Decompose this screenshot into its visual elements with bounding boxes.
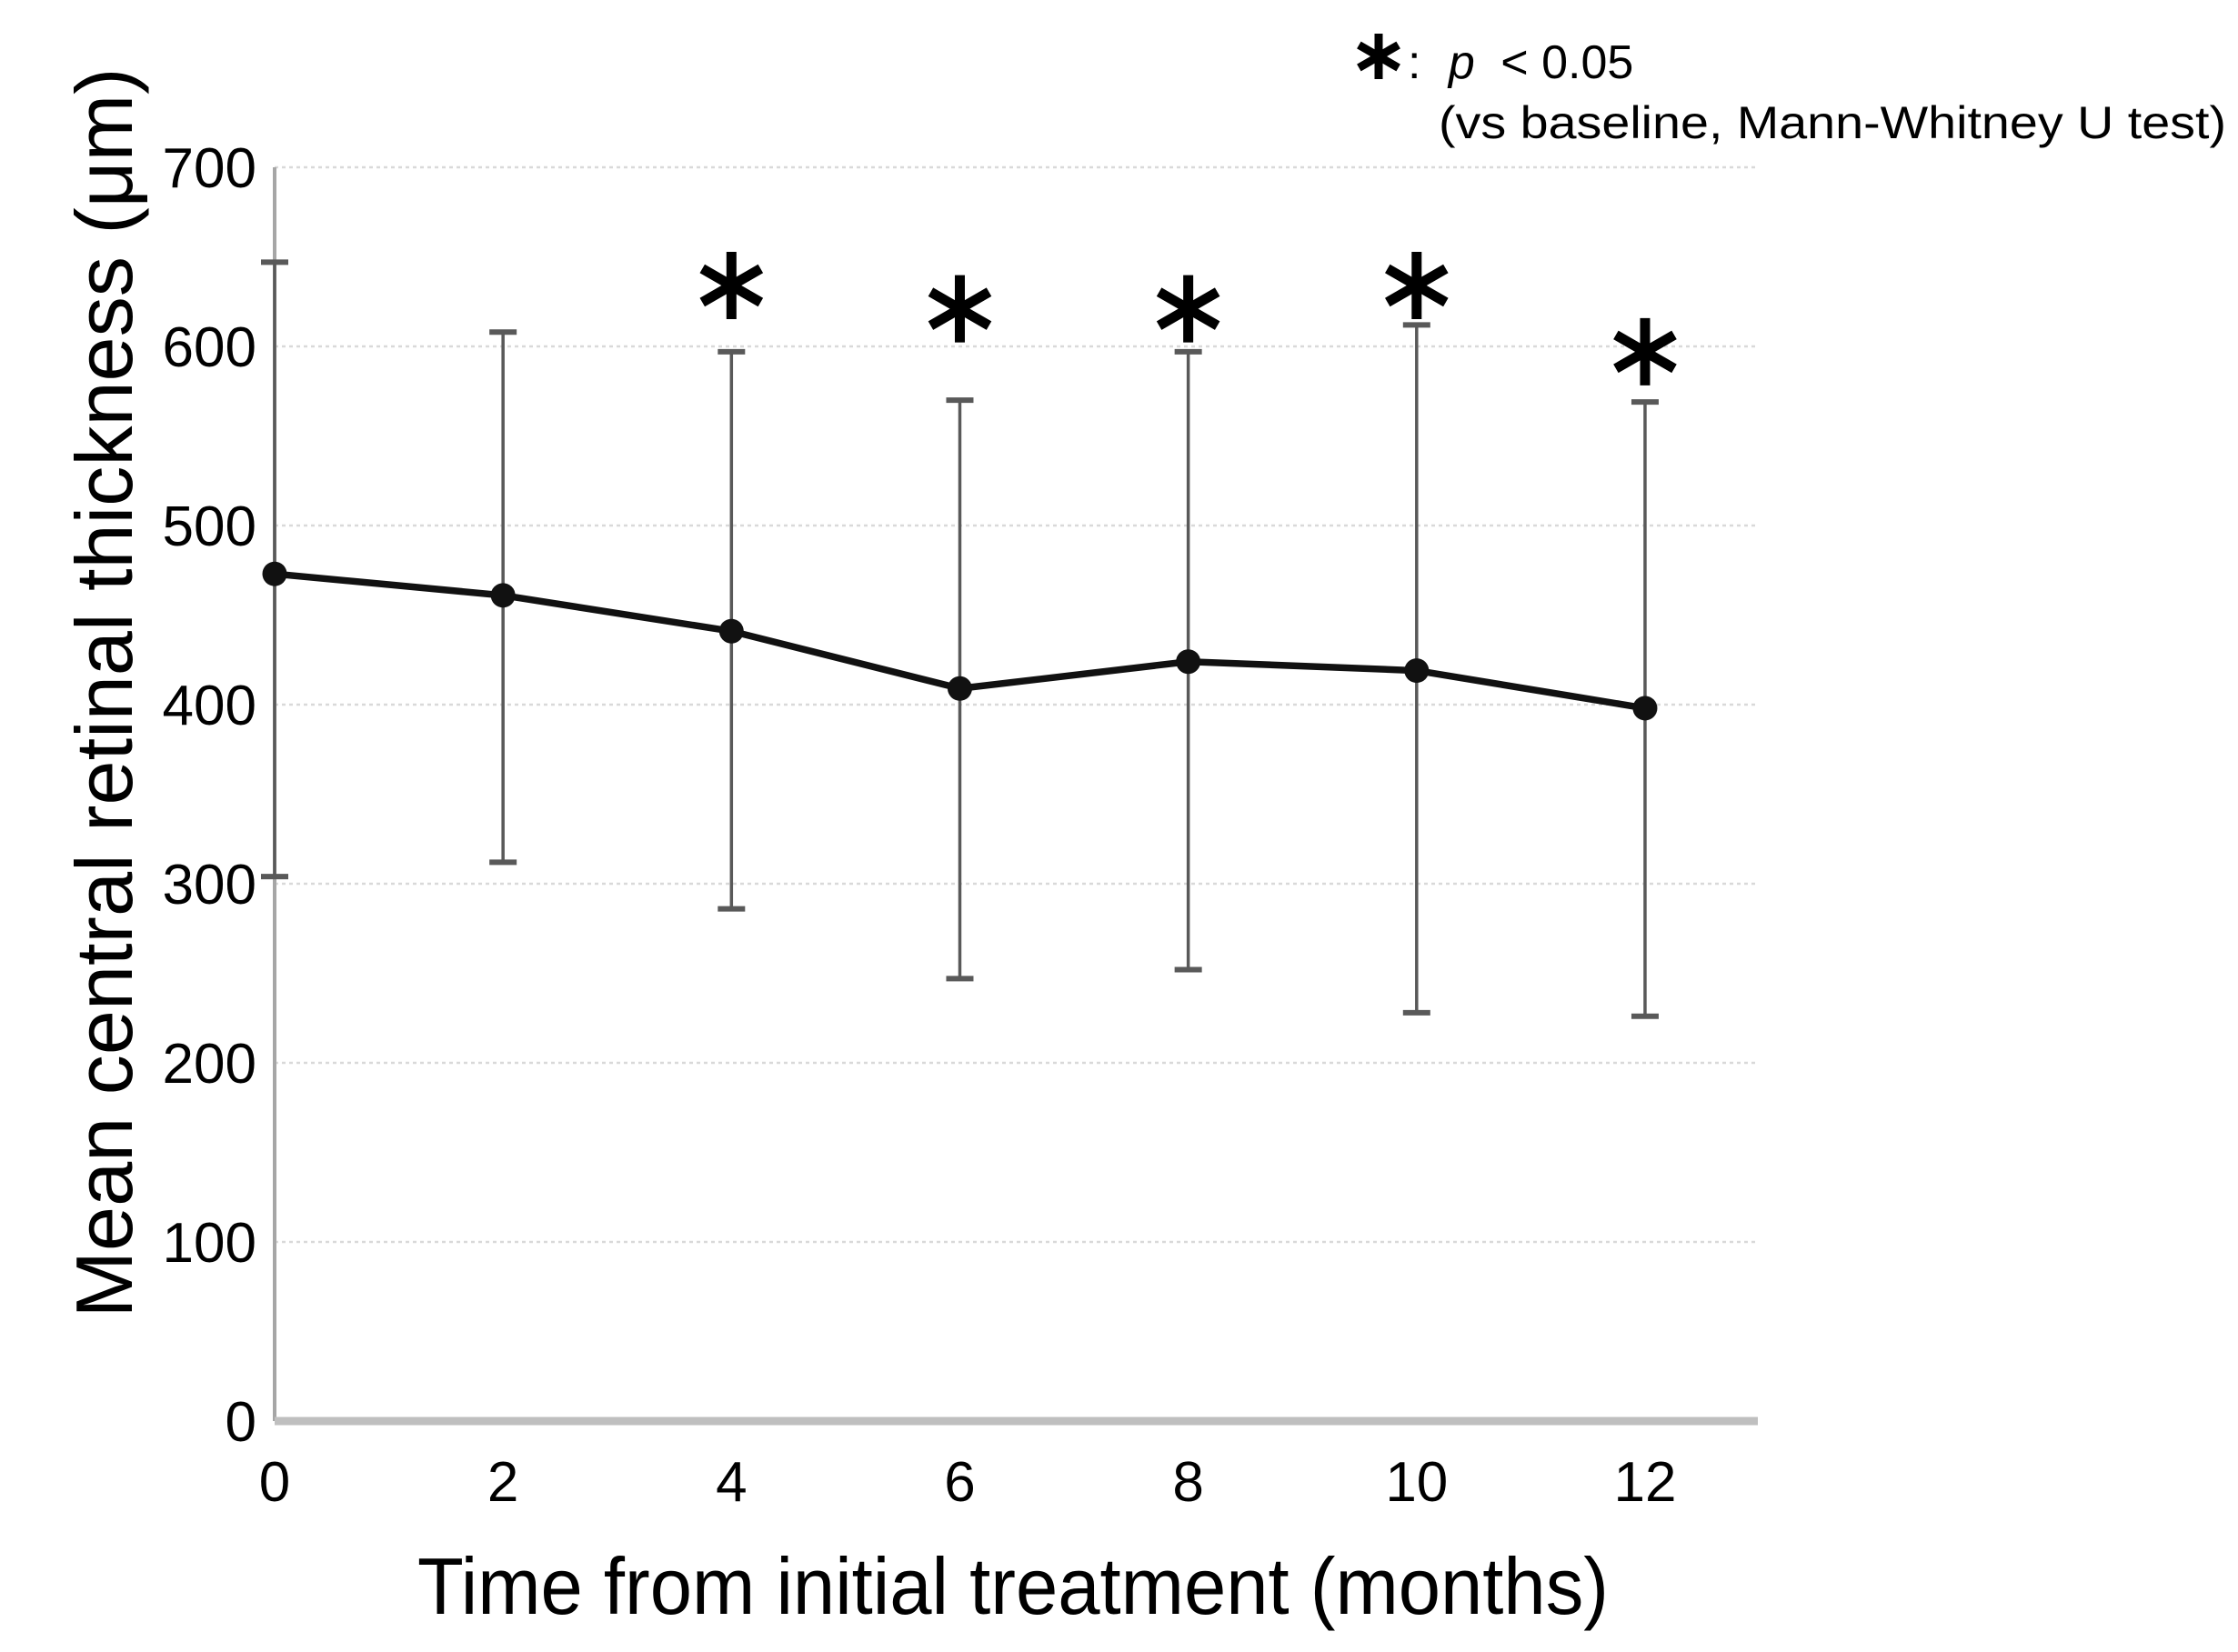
data-point [1404,658,1430,684]
asterisk-stroke [1156,287,1220,330]
y-tick-label: 300 [163,854,256,916]
y-tick-label: 200 [163,1033,256,1096]
significance-legend-line2: (vs baseline, Mann-Whitney U test) [1439,97,2226,148]
asterisk-stroke [1613,330,1677,374]
asterisk-stroke [1385,264,1449,307]
y-tick-label: 0 [226,1391,256,1454]
significance-asterisk [699,252,764,320]
significance-asterisk [928,275,992,343]
data-point [1632,696,1658,721]
asterisk-icon [1357,34,1400,79]
data-point [947,676,972,701]
x-tick-label: 12 [1613,1451,1676,1514]
y-tick-label: 700 [163,137,256,200]
legend-colon: : [1408,36,1420,89]
y-tick-label: 400 [163,675,256,737]
asterisk-stroke [928,287,992,330]
data-point [262,561,287,586]
x-tick-label: 2 [487,1451,518,1514]
significance-asterisk [1156,275,1220,343]
axes [273,167,1758,1426]
data-point [1176,649,1201,675]
significance-legend: : p < 0.05 (vs baseline, Mann-Whitney U … [1357,34,2226,148]
error-bars [261,259,1659,1019]
significance-asterisks [699,252,1677,385]
significance-legend-line1: : p < 0.05 [1408,36,1633,89]
y-tick-label: 500 [163,496,256,558]
y-tick-label: 100 [163,1212,256,1275]
gridlines [275,165,1758,1244]
x-tick-label: 10 [1385,1451,1448,1514]
y-axis-title: Mean central retinal thickness (μm) [59,68,149,1318]
data-points [262,561,1658,721]
y-tick-label: 600 [163,316,256,379]
data-point [718,618,744,644]
significance-asterisk [1613,317,1677,385]
asterisk-icon-glyph [1357,34,1400,79]
asterisk-stroke [699,264,764,307]
x-tick-label: 6 [944,1451,975,1514]
y-tick-labels: 0 100 200 300 400 500 600 700 [163,137,256,1454]
x-tick-label: 8 [1172,1451,1203,1514]
x-axis-title: Time from initial treatment (months) [417,1541,1609,1631]
x-tick-label: 4 [716,1451,747,1514]
asterisk-stroke [1357,41,1400,72]
x-tick-label: 0 [259,1451,290,1514]
significance-asterisk [1385,252,1449,320]
x-tick-labels: 0 2 4 6 8 10 12 [259,1451,1677,1514]
legend-condition: < 0.05 [1500,36,1633,89]
data-point [490,583,516,608]
legend-p: p [1447,36,1475,89]
